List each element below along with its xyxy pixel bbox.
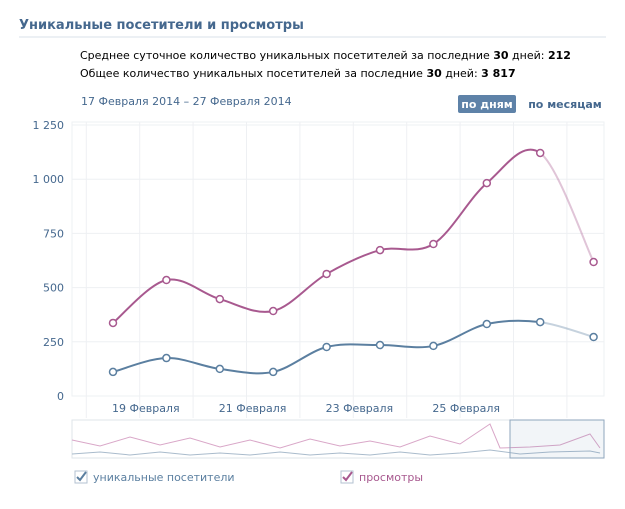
x-tick-label: 21 Февраля bbox=[219, 402, 287, 415]
x-tick-label: 19 Февраля bbox=[112, 402, 180, 415]
stat-line: Общее количество уникальных посетителей … bbox=[80, 67, 516, 80]
data-point bbox=[215, 294, 225, 304]
navigator-window[interactable] bbox=[509, 419, 605, 459]
data-point bbox=[429, 239, 438, 249]
data-point bbox=[108, 367, 118, 377]
y-tick-label: 750 bbox=[43, 227, 64, 240]
y-tick-label: 250 bbox=[43, 336, 64, 349]
data-point bbox=[482, 319, 492, 329]
data-point bbox=[162, 275, 171, 285]
y-tick-label: 500 bbox=[43, 282, 64, 295]
data-point bbox=[535, 148, 545, 158]
panel-title: Уникальные посетители и просмотры bbox=[19, 18, 304, 33]
y-tick-label: 1 000 bbox=[33, 173, 65, 186]
date-range[interactable]: 17 Февраля 2014 – 27 Февраля 2014 bbox=[81, 95, 292, 108]
data-point bbox=[482, 178, 492, 188]
data-point bbox=[589, 257, 598, 267]
navigator-line bbox=[71, 449, 601, 456]
x-tick-label: 25 Февраля bbox=[432, 402, 500, 415]
checkmark bbox=[342, 471, 353, 482]
data-point bbox=[535, 317, 545, 327]
data-point bbox=[375, 245, 385, 255]
x-tick-label: 23 Февраля bbox=[326, 402, 394, 415]
data-point bbox=[322, 342, 331, 352]
data-point bbox=[322, 269, 331, 279]
data-point bbox=[375, 340, 385, 350]
data-point bbox=[268, 306, 278, 316]
data-point bbox=[162, 353, 171, 363]
legend-label[interactable]: уникальные посетители bbox=[93, 471, 235, 484]
y-tick-label: 1 250 bbox=[33, 119, 65, 132]
button-active[interactable] bbox=[458, 95, 516, 113]
data-point bbox=[589, 332, 598, 342]
y-tick-label: 0 bbox=[57, 390, 64, 403]
series-line bbox=[112, 148, 595, 324]
legend-label[interactable]: просмотры bbox=[359, 471, 423, 484]
data-point bbox=[268, 367, 278, 377]
button-label[interactable]: по дням bbox=[461, 98, 513, 111]
checkmark bbox=[76, 471, 87, 482]
button-label[interactable]: по месяцам bbox=[528, 98, 602, 111]
data-point bbox=[429, 341, 438, 351]
data-point bbox=[108, 318, 118, 328]
stat-line: Среднее суточное количество уникальных п… bbox=[80, 49, 571, 62]
data-point bbox=[215, 364, 225, 374]
plot-frame bbox=[71, 121, 605, 397]
navigator-line bbox=[71, 423, 601, 449]
series-line bbox=[112, 319, 594, 375]
